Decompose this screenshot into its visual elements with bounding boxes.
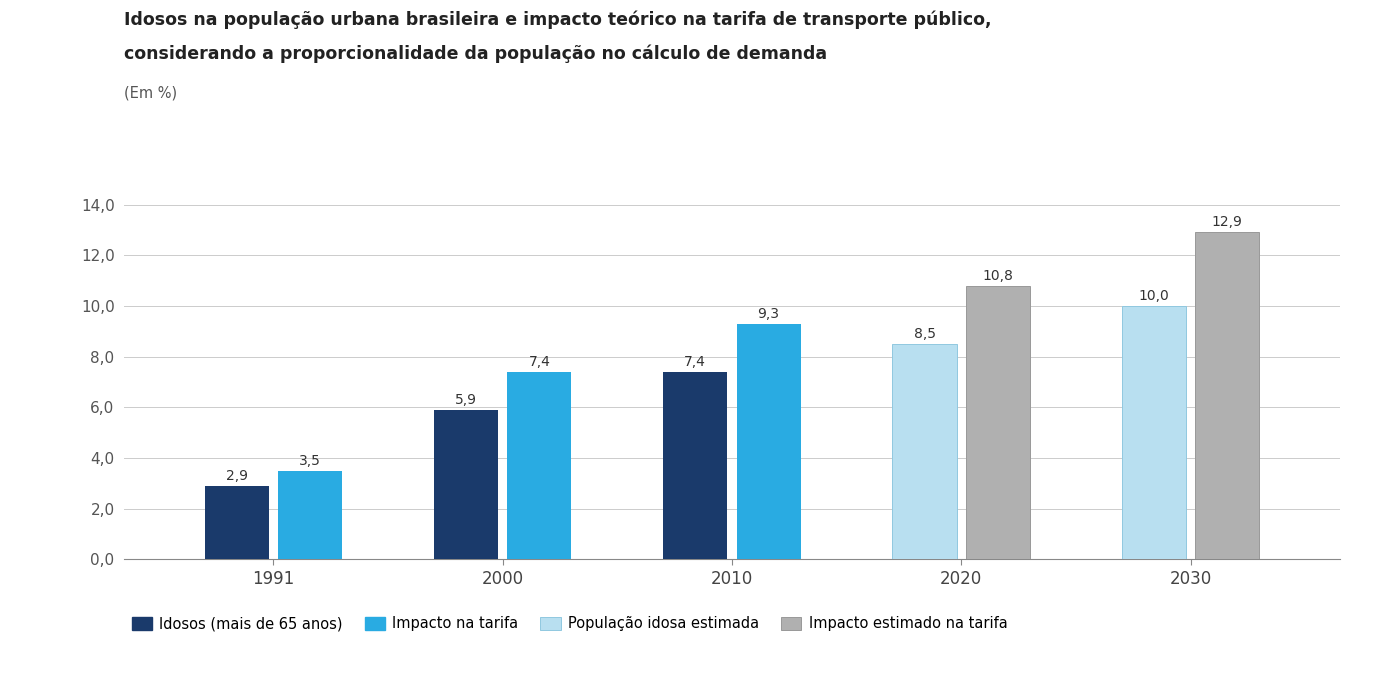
- Text: 2,9: 2,9: [225, 469, 247, 483]
- Text: 9,3: 9,3: [758, 307, 780, 321]
- Text: Idosos na população urbana brasileira e impacto teórico na tarifa de transporte : Idosos na população urbana brasileira e …: [124, 10, 992, 29]
- Text: considerando a proporcionalidade da população no cálculo de demanda: considerando a proporcionalidade da popu…: [124, 44, 827, 63]
- Text: (Em %): (Em %): [124, 85, 177, 100]
- Bar: [736, 324, 801, 559]
- Bar: [965, 286, 1030, 559]
- Text: 3,5: 3,5: [300, 454, 320, 468]
- Bar: [507, 372, 572, 559]
- Bar: [663, 372, 728, 559]
- Bar: [204, 486, 269, 559]
- Text: 5,9: 5,9: [454, 393, 476, 406]
- Text: 10,0: 10,0: [1138, 289, 1170, 303]
- Text: 8,5: 8,5: [914, 327, 935, 341]
- Legend: Idosos (mais de 65 anos), Impacto na tarifa, População idosa estimada, Impacto e: Idosos (mais de 65 anos), Impacto na tar…: [131, 616, 1008, 631]
- Text: 10,8: 10,8: [982, 269, 1014, 282]
- Text: 7,4: 7,4: [529, 355, 550, 369]
- Text: 12,9: 12,9: [1211, 216, 1243, 229]
- Text: 7,4: 7,4: [685, 355, 706, 369]
- Bar: [1121, 306, 1186, 559]
- Bar: [278, 471, 342, 559]
- Bar: [434, 410, 499, 559]
- Bar: [892, 344, 957, 559]
- Bar: [1195, 233, 1259, 559]
